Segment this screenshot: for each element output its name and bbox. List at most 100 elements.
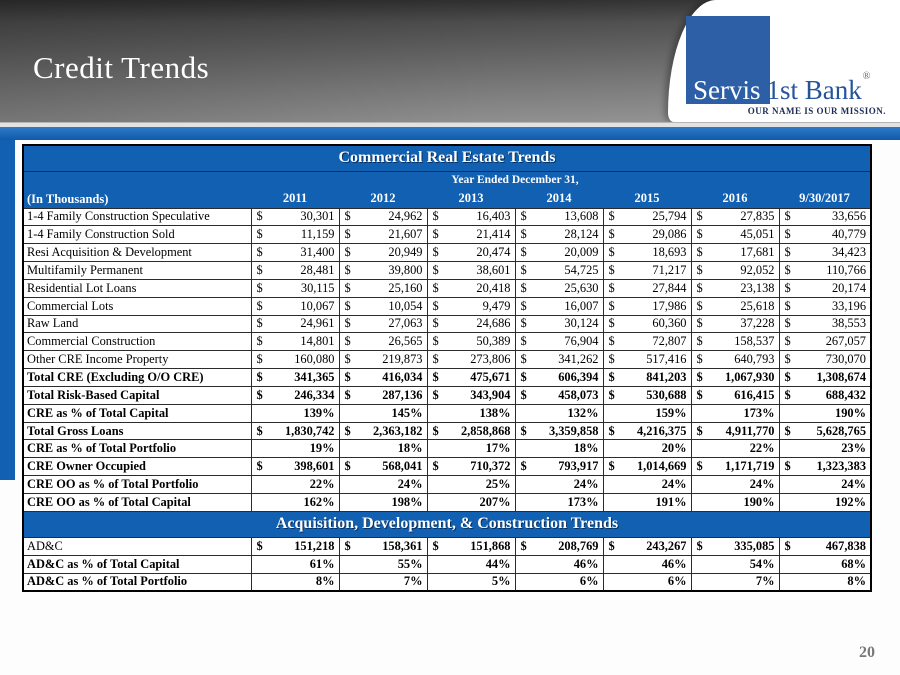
cell-value: 173% [690, 403, 780, 423]
value-cell: $1,014,669 [602, 457, 692, 477]
dollar-sign: $ [784, 334, 791, 349]
dollar-sign: $ [696, 298, 703, 313]
dollar-sign: $ [344, 423, 351, 438]
dollar-sign: $ [344, 298, 351, 313]
header-separator [0, 122, 900, 127]
cell-value: 343,904 [470, 387, 511, 402]
cell-value: 25,630 [564, 280, 599, 295]
value-cell: $4,911,770 [690, 421, 780, 441]
dollar-sign: $ [608, 262, 615, 277]
cell-value: 27,844 [652, 280, 687, 295]
dollar-sign: $ [784, 298, 791, 313]
dollar-sign: $ [784, 538, 791, 553]
cell-value: 19% [250, 439, 340, 459]
value-cell: $2,858,868 [426, 421, 516, 441]
table-row: Multifamily Permanent $28,481 $39,800 $38,6… [22, 261, 872, 280]
dollar-sign: $ [520, 334, 527, 349]
value-cell: $341,365 [250, 368, 340, 387]
cre-table: Commercial Real Estate Trends (In Thousan… [22, 144, 873, 592]
value-cell: $1,308,674 [778, 368, 872, 387]
cell-value: 55% [338, 554, 428, 574]
cell-value: 24% [690, 475, 780, 494]
dollar-sign: $ [520, 459, 527, 474]
value-cell: $710,372 [426, 457, 516, 477]
value-cell: $76,904 [514, 332, 604, 352]
value-cell: $30,115 [250, 278, 340, 298]
slide-header: Credit Trends Servis 1st Bank® OUR NAME I… [0, 0, 900, 122]
cell-value: 20,949 [388, 245, 423, 260]
dollar-sign: $ [344, 316, 351, 331]
dollar-sign: $ [256, 334, 263, 349]
row-label: AD&C as % of Total Capital [22, 554, 252, 574]
cell-value: 33,656 [831, 209, 867, 224]
value-cell: $458,073 [514, 385, 604, 405]
cell-value: 21,607 [388, 227, 423, 242]
value-cell: $517,416 [602, 350, 692, 370]
cell-value: 20,009 [564, 245, 599, 260]
dollar-sign: $ [256, 459, 263, 474]
value-cell: $13,608 [514, 207, 604, 227]
value-cell: $5,628,765 [778, 421, 872, 441]
cell-value: 2,363,182 [372, 423, 423, 438]
cell-value: 54,725 [564, 262, 599, 277]
cell-value: 606,394 [558, 370, 599, 385]
dollar-sign: $ [344, 280, 351, 295]
value-cell: $25,160 [338, 278, 428, 298]
cell-value: 76,904 [564, 334, 599, 349]
table-row: CRE Owner Occupied $398,601 $568,041 $710,3… [22, 457, 872, 477]
cell-value: 24% [602, 475, 692, 494]
value-cell: $14,801 [250, 332, 340, 352]
dollar-sign: $ [696, 316, 703, 331]
row-label: Commercial Construction [22, 332, 252, 352]
table-wrap: Commercial Real Estate Trends (In Thousan… [22, 144, 873, 592]
cell-value: 132% [514, 403, 604, 423]
dollar-sign: $ [696, 538, 703, 553]
value-cell: $273,806 [426, 350, 516, 370]
row-label: Raw Land [22, 314, 252, 334]
table-row: Commercial Lots $10,067 $10,054 $9,479 $16,0… [22, 296, 872, 316]
dollar-sign: $ [608, 316, 615, 331]
dollar-sign: $ [344, 370, 351, 385]
cell-value: 467,838 [825, 538, 867, 553]
dollar-sign: $ [432, 334, 439, 349]
value-cell: $1,171,719 [690, 457, 780, 477]
value-cell: $243,267 [602, 536, 692, 556]
value-cell: $335,085 [690, 536, 780, 556]
dollar-sign: $ [520, 316, 527, 331]
value-cell: $640,793 [690, 350, 780, 370]
cell-value: 1,323,383 [816, 459, 867, 474]
dollar-sign: $ [344, 538, 351, 553]
row-label: CRE as % of Total Capital [22, 403, 252, 423]
cell-value: 46% [514, 554, 604, 574]
value-cell: $28,481 [250, 261, 340, 280]
cell-value: 45,051 [740, 227, 775, 242]
dollar-sign: $ [432, 280, 439, 295]
value-cell: $20,474 [426, 243, 516, 263]
registered-trademark-icon: ® [862, 71, 871, 82]
cell-value: 24,962 [388, 209, 423, 224]
dollar-sign: $ [432, 298, 439, 313]
column-header: 9/30/2017 [779, 171, 872, 208]
value-cell: $20,009 [514, 243, 604, 263]
cell-value: 6% [514, 572, 604, 592]
cell-value: 162% [250, 493, 340, 512]
value-cell: $1,067,930 [690, 368, 780, 387]
logo-servis-text: Servis [693, 75, 761, 105]
cell-value: 39,800 [388, 262, 423, 277]
dollar-sign: $ [784, 245, 791, 260]
value-cell: $793,917 [514, 457, 604, 477]
value-cell: $39,800 [338, 261, 428, 280]
dollar-sign: $ [520, 387, 527, 402]
cell-value: 14,801 [300, 334, 335, 349]
cell-value: 159% [602, 403, 692, 423]
dollar-sign: $ [520, 298, 527, 313]
dollar-sign: $ [608, 538, 615, 553]
cell-value: 29,086 [652, 227, 687, 242]
value-cell: $24,686 [426, 314, 516, 334]
value-cell: $730,070 [778, 350, 872, 370]
table-row: Total Risk-Based Capital $246,334 $287,136… [22, 385, 872, 405]
cell-value: 24% [338, 475, 428, 494]
cell-value: 18% [514, 439, 604, 459]
row-label: 1-4 Family Construction Speculative [22, 207, 252, 227]
cell-value: 25,794 [652, 209, 687, 224]
